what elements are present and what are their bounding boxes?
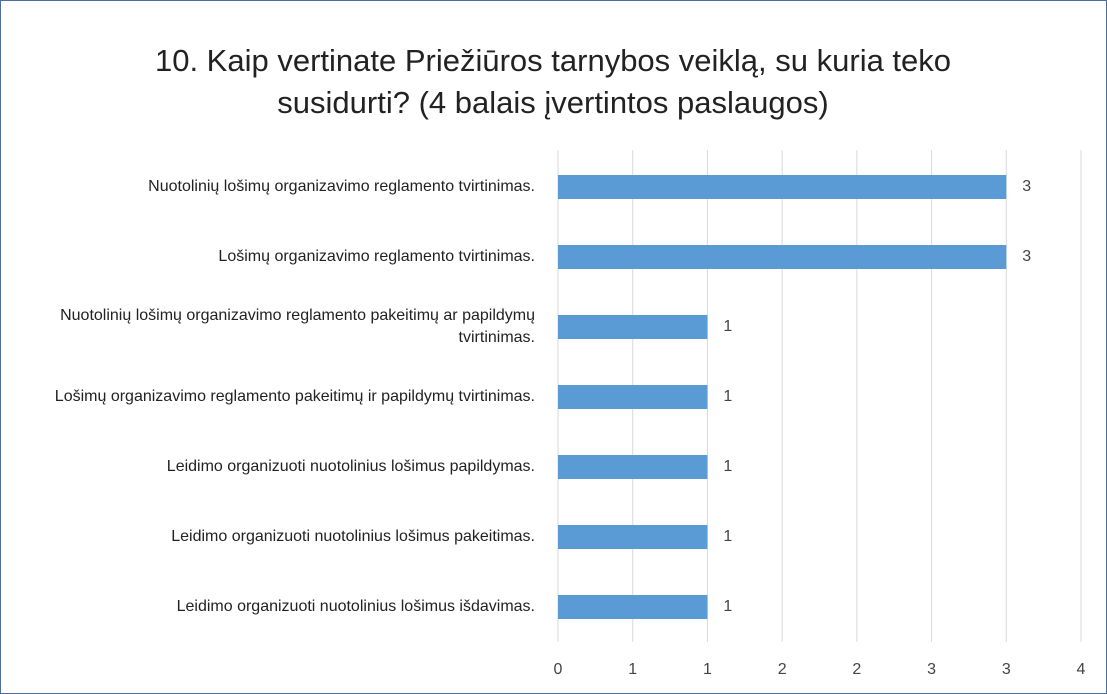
y-tick-label: Leidimo organizuoti nuotolinius lošimus … bbox=[176, 598, 535, 615]
y-tick-label: Lošimų organizavimo reglamento pakeitimų… bbox=[54, 388, 535, 405]
data-label: 3 bbox=[1022, 248, 1031, 265]
bar bbox=[558, 315, 708, 339]
y-tick-label: Nuotolinių lošimų organizavimo reglament… bbox=[148, 178, 535, 195]
x-tick-label: 0 bbox=[554, 661, 563, 678]
data-label: 1 bbox=[723, 598, 732, 615]
x-tick-label: 3 bbox=[927, 661, 936, 678]
y-tick-label: Lošimų organizavimo reglamento tvirtinim… bbox=[218, 248, 535, 265]
y-tick-label: Leidimo organizuoti nuotolinius lošimus … bbox=[171, 528, 535, 545]
x-tick-label: 1 bbox=[703, 661, 712, 678]
bar bbox=[558, 385, 708, 409]
y-tick-label: Nuotolinių lošimų organizavimo reglament… bbox=[60, 307, 535, 346]
chart-title: 10. Kaip vertinate Priežiūros tarnybos v… bbox=[154, 43, 952, 120]
bar bbox=[558, 525, 708, 549]
x-tick-label: 3 bbox=[1002, 661, 1011, 678]
bar bbox=[558, 595, 708, 619]
y-tick-label: Leidimo organizuoti nuotolinius lošimus … bbox=[166, 458, 535, 475]
bar bbox=[558, 455, 708, 479]
data-label: 1 bbox=[723, 458, 732, 475]
x-tick-label: 1 bbox=[628, 661, 637, 678]
data-label: 3 bbox=[1022, 178, 1031, 195]
data-label: 1 bbox=[723, 318, 732, 335]
x-tick-label: 2 bbox=[852, 661, 861, 678]
data-label: 1 bbox=[723, 528, 732, 545]
x-tick-label: 2 bbox=[778, 661, 787, 678]
x-tick-label: 4 bbox=[1077, 661, 1086, 678]
bar bbox=[558, 245, 1007, 269]
data-label: 1 bbox=[723, 388, 732, 405]
bar bbox=[558, 175, 1007, 199]
